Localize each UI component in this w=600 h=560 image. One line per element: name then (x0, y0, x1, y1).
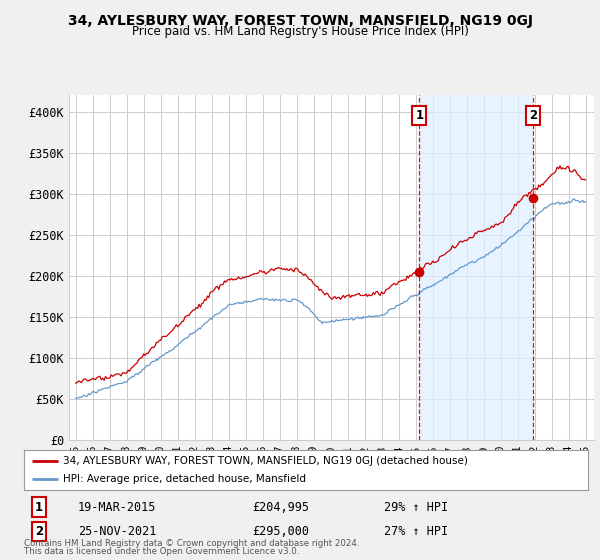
Text: 34, AYLESBURY WAY, FOREST TOWN, MANSFIELD, NG19 0GJ (detached house): 34, AYLESBURY WAY, FOREST TOWN, MANSFIEL… (64, 456, 469, 465)
Text: 29% ↑ HPI: 29% ↑ HPI (384, 501, 448, 514)
Text: 2: 2 (529, 109, 537, 122)
Bar (419, 95, 533, 440)
Text: £295,000: £295,000 (252, 525, 309, 538)
Text: This data is licensed under the Open Government Licence v3.0.: This data is licensed under the Open Gov… (24, 547, 299, 556)
Text: 2: 2 (35, 525, 43, 538)
Text: 34, AYLESBURY WAY, FOREST TOWN, MANSFIELD, NG19 0GJ: 34, AYLESBURY WAY, FOREST TOWN, MANSFIEL… (67, 14, 533, 28)
Text: 19-MAR-2015: 19-MAR-2015 (78, 501, 157, 514)
Text: 1: 1 (415, 109, 424, 122)
Text: HPI: Average price, detached house, Mansfield: HPI: Average price, detached house, Mans… (64, 474, 307, 484)
Text: £204,995: £204,995 (252, 501, 309, 514)
Text: Price paid vs. HM Land Registry's House Price Index (HPI): Price paid vs. HM Land Registry's House … (131, 25, 469, 38)
Text: 25-NOV-2021: 25-NOV-2021 (78, 525, 157, 538)
Text: 1: 1 (35, 501, 43, 514)
Text: Contains HM Land Registry data © Crown copyright and database right 2024.: Contains HM Land Registry data © Crown c… (24, 539, 359, 548)
Text: 27% ↑ HPI: 27% ↑ HPI (384, 525, 448, 538)
